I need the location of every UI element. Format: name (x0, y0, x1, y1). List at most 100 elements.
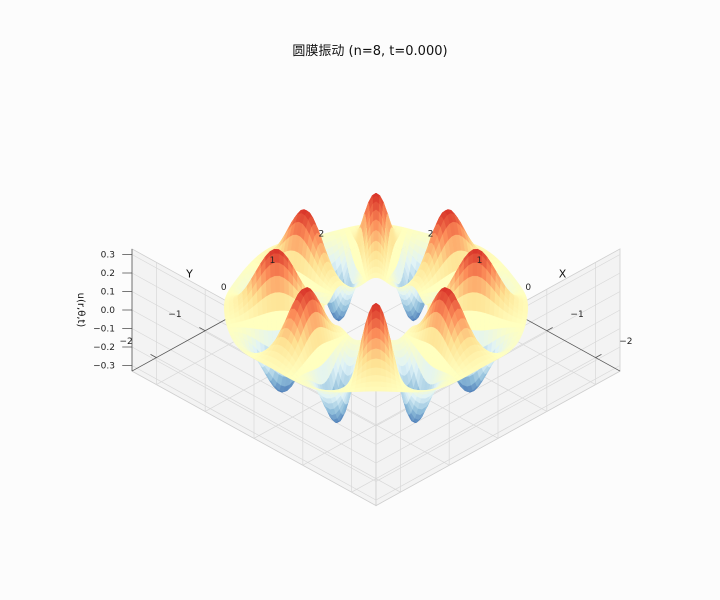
y-tick (150, 354, 157, 358)
surface-patch (476, 276, 482, 295)
surface-patch (462, 293, 468, 312)
z-tick-label: 0.1 (101, 288, 115, 298)
surface-patch (274, 275, 280, 293)
gridline-z (131, 309, 621, 445)
axis-labels: −2 −1 0 1 2 −2 −1 0 1 2 −0.3 −0.2 −0.1 0.0 0.1 0.2 0.3 X Y… (75, 229, 632, 371)
surface-patch (375, 348, 381, 360)
surface-patch (371, 348, 377, 360)
x-tick (546, 327, 553, 332)
surface-patch (484, 296, 491, 315)
surface-patch (270, 292, 276, 313)
surface-patch (370, 381, 377, 388)
gridline-z (131, 291, 621, 427)
y-tick (199, 327, 206, 332)
surface-patch (473, 248, 478, 255)
surface-patch (354, 387, 361, 392)
gridline-x (351, 357, 596, 493)
z-tick-label: −0.3 (93, 362, 115, 372)
surface-patch (365, 386, 371, 392)
z-axis-label: u(r,θ,t) (75, 293, 86, 328)
surface-patch (467, 275, 473, 294)
surface-patch (375, 367, 382, 376)
surface-patch (375, 259, 379, 268)
surface-patch (274, 248, 279, 255)
surface-patch (375, 375, 382, 383)
y-tick-label: −2 (120, 337, 133, 347)
surface-patch (370, 386, 377, 392)
x-tick (595, 354, 602, 358)
x-tick-label: −2 (619, 337, 632, 347)
surface-patch (371, 337, 377, 351)
surface-patch (380, 381, 387, 388)
surface-patch (476, 292, 482, 313)
surface-patch (391, 387, 398, 392)
surface-patch (375, 386, 382, 392)
surface-patch (381, 386, 387, 392)
surface-patch (375, 230, 379, 243)
surface-patch (284, 293, 290, 312)
surface-patch (365, 381, 372, 388)
surface-patch (226, 323, 233, 329)
gridline-z (131, 365, 621, 501)
z-tick-label: −0.2 (93, 343, 115, 353)
surface-patch (373, 250, 377, 261)
x-tick-label: −1 (570, 310, 583, 320)
surface-patch (370, 375, 377, 383)
surface-patch (386, 387, 393, 392)
y-tick-label: 1 (270, 256, 276, 266)
surface-patch (396, 388, 404, 393)
surface-patch (348, 388, 356, 393)
surface-patch (472, 275, 478, 293)
surface-patch (467, 292, 473, 312)
y-tick-label: 0 (221, 283, 227, 293)
surface-patch (375, 240, 379, 252)
surface-patch (373, 230, 377, 243)
surface-patch (471, 292, 477, 312)
y-tick-label: −1 (168, 310, 181, 320)
surface-plot (223, 192, 528, 423)
gridline-z (131, 272, 621, 408)
surface-patch (275, 292, 281, 312)
z-tick-label: 0.0 (101, 306, 116, 316)
z-tick-label: −0.1 (93, 325, 115, 335)
chart-title: 圆膜振动 (n=8, t=0.000) (292, 44, 447, 59)
gridline-z (131, 346, 621, 482)
surface-patch (380, 375, 387, 383)
surface-patch (359, 387, 366, 392)
surface-patch (519, 323, 526, 329)
surface-patch (371, 327, 377, 340)
surface-patch (468, 262, 474, 279)
surface-patch (279, 275, 285, 294)
surface-patch (372, 219, 377, 233)
surface-patch (278, 262, 284, 279)
gridline-z (131, 328, 621, 464)
surface-patch (386, 382, 392, 389)
surface-patch (375, 337, 381, 351)
surface-patch (360, 382, 366, 389)
surface-patch (402, 389, 409, 393)
surface-patch (375, 327, 381, 340)
z-tick-label: 0.2 (101, 269, 115, 279)
surface-patch (373, 259, 377, 268)
surface-patch (375, 358, 381, 369)
surface-patch (375, 381, 382, 388)
y-tick-label: 2 (318, 229, 324, 239)
surface-patch (279, 292, 285, 312)
surface-patch (343, 389, 350, 393)
surface-patch (261, 296, 268, 315)
x-axis-label: X (559, 268, 567, 281)
surface-patch (373, 240, 377, 252)
surface-patch (375, 219, 380, 233)
surface-patch (370, 367, 377, 376)
surface-patch (270, 276, 276, 295)
z-tick-label: 0.3 (101, 251, 115, 261)
x-tick-label: 0 (525, 283, 531, 293)
gridline-y (156, 357, 401, 493)
surface-patch (375, 250, 379, 261)
y-axis-label: Y (185, 268, 193, 281)
surface-patch (371, 358, 377, 369)
surface-patch (365, 375, 372, 383)
x-tick-label: 1 (477, 256, 483, 266)
x-tick-label: 2 (428, 229, 434, 239)
